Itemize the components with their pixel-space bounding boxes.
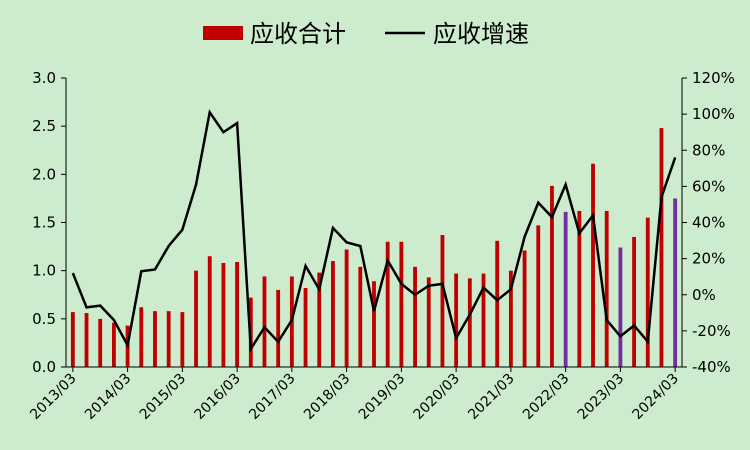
bar-2015/09 bbox=[207, 256, 212, 367]
bar-2017/06 bbox=[303, 288, 308, 367]
x-tick-2023/03: 2023/03 bbox=[575, 371, 627, 423]
bar-2023/09 bbox=[645, 217, 650, 367]
bar-2020/06 bbox=[467, 278, 472, 367]
legend-label-line: 应收增速 bbox=[433, 20, 529, 48]
x-tick-2022/03: 2022/03 bbox=[520, 371, 572, 423]
bar-2018/06 bbox=[358, 266, 363, 367]
y-left-tick-0.0: 0.0 bbox=[32, 358, 56, 376]
bar-2021/03 bbox=[508, 270, 513, 367]
bar-2022/12 bbox=[604, 210, 609, 367]
bar-2019/12 bbox=[440, 235, 445, 367]
x-tick-2021/03: 2021/03 bbox=[465, 371, 517, 423]
y-left-tick-3.0: 3.0 bbox=[32, 69, 56, 87]
bar-2013/03 bbox=[70, 312, 75, 367]
y-right-tick-60%: 60% bbox=[692, 177, 725, 195]
legend-label-bars: 应收合计 bbox=[250, 20, 346, 48]
bar-2017/09 bbox=[317, 272, 322, 367]
y-left-tick-0.5: 0.5 bbox=[32, 310, 56, 328]
y-axis-right-labels: -40% -20% 0% 20% 40% 60% 80% 100% 120% bbox=[692, 69, 735, 376]
y-left-tick-1.0: 1.0 bbox=[32, 262, 56, 280]
x-tick-2016/03: 2016/03 bbox=[191, 371, 243, 423]
x-axis-labels: 2013/03 2014/03 2015/03 2016/03 2017/03 2018/… bbox=[27, 371, 682, 423]
bar-2021/09 bbox=[536, 225, 541, 367]
bar-2017/12 bbox=[331, 261, 335, 367]
bar-2023/06 bbox=[632, 236, 636, 367]
y-left-tick-1.5: 1.5 bbox=[32, 214, 56, 232]
bar-2013/06 bbox=[84, 313, 89, 367]
bar-2013/09 bbox=[98, 318, 103, 367]
line-series bbox=[71, 109, 677, 353]
y-left-tick-2.5: 2.5 bbox=[32, 117, 56, 135]
x-tick-2014/03: 2014/03 bbox=[82, 371, 134, 423]
x-tick-2018/03: 2018/03 bbox=[301, 371, 353, 423]
y-right-tick-100%: 100% bbox=[692, 105, 735, 123]
bar-2020/03 bbox=[454, 273, 459, 367]
bar-2021/12 bbox=[550, 185, 554, 367]
bar-2013/12 bbox=[111, 322, 116, 367]
bar-2022/09 bbox=[591, 163, 595, 367]
bar-2018/09 bbox=[372, 281, 376, 367]
bar-2014/06 bbox=[139, 307, 144, 367]
x-tick-2020/03: 2020/03 bbox=[411, 371, 463, 423]
bar-2016/03 bbox=[235, 262, 240, 367]
legend: 应收合计 应收增速 bbox=[203, 20, 529, 48]
bar-2016/09 bbox=[262, 276, 267, 367]
bar-2022/03 bbox=[563, 211, 568, 367]
bar-2015/06 bbox=[194, 270, 198, 367]
bar-2018/12 bbox=[385, 241, 390, 367]
axes bbox=[61, 77, 687, 372]
bar-2014/09 bbox=[153, 311, 157, 367]
bar-2020/09 bbox=[481, 273, 486, 367]
bar-2015/03 bbox=[180, 312, 185, 367]
growth-line bbox=[71, 109, 677, 353]
x-tick-2015/03: 2015/03 bbox=[137, 371, 189, 423]
y-right-tick-80%: 80% bbox=[692, 141, 725, 159]
y-right-tick-20%: 20% bbox=[692, 250, 725, 268]
y-right-tick-0%: 0% bbox=[692, 286, 716, 304]
bar-2022/06 bbox=[577, 210, 582, 367]
x-tick-2019/03: 2019/03 bbox=[356, 371, 408, 423]
y-right-tick--40%: -40% bbox=[692, 358, 731, 376]
bar-2015/12 bbox=[221, 262, 226, 367]
bar-2021/06 bbox=[522, 250, 527, 367]
y-right-tick--20%: -20% bbox=[692, 322, 731, 340]
y-right-tick-40%: 40% bbox=[692, 214, 725, 232]
x-tick-2017/03: 2017/03 bbox=[246, 371, 298, 423]
x-tick-2024/03: 2024/03 bbox=[630, 371, 682, 423]
legend-bar-swatch bbox=[203, 26, 243, 40]
bar-2016/12 bbox=[276, 289, 281, 367]
bar-2018/03 bbox=[344, 249, 349, 367]
bar-2019/03 bbox=[399, 241, 404, 367]
bar-2024/03 bbox=[673, 198, 678, 367]
bar-2019/06 bbox=[413, 266, 417, 367]
bar-series bbox=[70, 128, 678, 367]
y-axis-left-labels: 0.0 0.5 1.0 1.5 2.0 2.5 3.0 bbox=[32, 69, 56, 376]
x-tick-2013/03: 2013/03 bbox=[27, 371, 79, 423]
bar-2019/09 bbox=[426, 277, 431, 367]
y-left-tick-2.0: 2.0 bbox=[32, 165, 56, 183]
bar-2020/12 bbox=[495, 240, 500, 367]
bar-2023/12 bbox=[659, 128, 664, 367]
bar-2023/03 bbox=[618, 247, 623, 367]
y-right-tick-120%: 120% bbox=[692, 69, 735, 87]
bar-2014/12 bbox=[166, 311, 171, 367]
